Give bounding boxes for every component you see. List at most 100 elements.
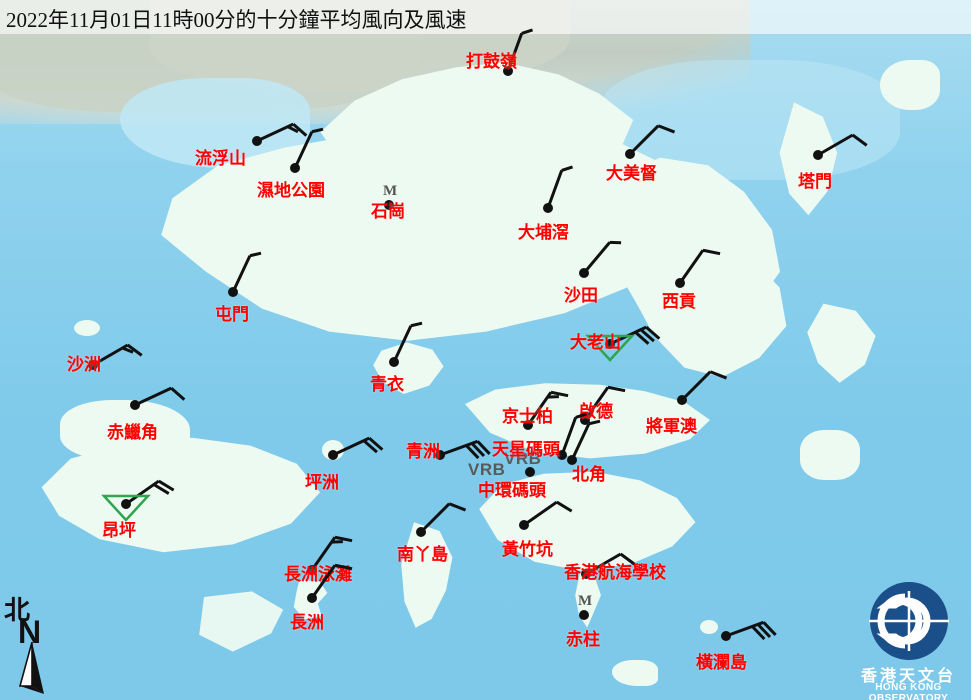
station-label: 青衣 (370, 375, 404, 394)
station-dot (130, 400, 140, 410)
station-dot (88, 360, 98, 370)
land-sha-chau (74, 320, 100, 336)
wind-barb-icon (583, 385, 626, 421)
hko-logo: 香港天文台 HONG KONG OBSERVATORY (846, 578, 971, 700)
station-label: 沙田 (564, 286, 598, 305)
station-label: 大美督 (606, 164, 657, 183)
station-label: 打鼓嶺 (466, 52, 517, 71)
wind-barb-icon (310, 563, 353, 599)
station-dot (525, 467, 535, 477)
station-dot (307, 565, 317, 575)
station-label: 赤鱲角 (107, 423, 158, 442)
station-dot (307, 593, 317, 603)
page-title: 2022年11月01日11時00分的十分鐘平均風向及風速 (6, 8, 467, 32)
station-label: 啟德 (579, 402, 613, 421)
station-dot (677, 395, 687, 405)
station-label: 京士柏 (502, 407, 553, 426)
station-label: 屯門 (215, 305, 249, 324)
variable-wind-marker: VRB (468, 460, 506, 479)
gust-triangle-icon (585, 334, 635, 362)
wind-barb-icon (332, 436, 384, 457)
wind-barb-icon (125, 479, 175, 506)
station-dot (252, 136, 262, 146)
station-dot (579, 268, 589, 278)
land-tung-ping-chau (880, 60, 940, 110)
logo-swirl-icon (869, 591, 949, 651)
station-label: 中環碼頭 (478, 481, 546, 500)
logo-text-en: HONG KONG OBSERVATORY (868, 682, 949, 700)
station-label: 長洲 (290, 613, 324, 632)
variable-wind-marker: VRB (504, 449, 542, 468)
station-label: 流浮山 (195, 149, 246, 168)
station-label: 沙洲 (67, 355, 101, 374)
station-dot (384, 200, 394, 210)
station-label: 黃竹坑 (502, 540, 553, 559)
station-dot (228, 287, 238, 297)
station-label: 西貢 (662, 292, 696, 311)
station-label: 橫瀾島 (696, 653, 747, 672)
wind-barb-icon (231, 251, 262, 293)
station-label: 大老山 (570, 333, 621, 352)
compass-north-cn: 北 (4, 596, 31, 625)
logo-text-cn: 香港天文台 (860, 668, 956, 685)
wind-barb-icon (419, 502, 467, 534)
land-se-island (800, 430, 860, 480)
station-label: 南丫島 (397, 545, 448, 564)
station-dot (581, 569, 591, 579)
station-dot (721, 631, 731, 641)
station-label: 香港航海學校 (564, 563, 666, 582)
wind-barb-icon (628, 124, 676, 156)
wind-barb-icon (523, 500, 573, 527)
wind-barb-icon (506, 28, 533, 72)
station-label: 北角 (572, 465, 606, 484)
station-dot (519, 520, 529, 530)
wind-barb-icon (560, 412, 587, 456)
station-dot (567, 455, 577, 465)
compass-needle-icon (18, 642, 44, 694)
wind-barb-icon (585, 552, 636, 576)
station-dot (389, 357, 399, 367)
station-dot (625, 149, 635, 159)
wind-barb-icon (725, 620, 777, 641)
title-bar: 2022年11月01日11時00分的十分鐘平均風向及風速 (0, 0, 971, 34)
compass-north-en: N (18, 614, 42, 650)
station-dot (579, 610, 589, 620)
station-dot (523, 420, 533, 430)
station-dot (557, 450, 567, 460)
station-dot (290, 163, 300, 173)
station-dot (503, 66, 513, 76)
station-label: 天星碼頭 (492, 440, 560, 459)
wind-barb-icon (680, 370, 728, 402)
station-dot (435, 450, 445, 460)
station-label: 長洲泳灘 (284, 565, 352, 584)
station-dot (675, 278, 685, 288)
wind-barb-icon (293, 127, 324, 169)
land-waglan (700, 620, 718, 634)
station-dot (543, 203, 553, 213)
wind-barb-icon (526, 390, 569, 426)
wind-barb-icon (570, 419, 601, 461)
station-label: 塔門 (798, 172, 832, 191)
station-label: 將軍澳 (646, 417, 697, 436)
missing-data-marker: M (578, 593, 593, 609)
station-dot (580, 415, 590, 425)
wind-barb-icon (439, 439, 491, 460)
station-dot (328, 450, 338, 460)
missing-data-marker: M (383, 183, 398, 199)
station-label: 石崗 (371, 202, 405, 221)
wind-barb-icon (817, 133, 868, 157)
wind-barb-icon (678, 248, 721, 284)
wind-barb-icon (310, 535, 353, 571)
land-po-toi (612, 660, 658, 686)
station-label: 昂坪 (102, 521, 136, 540)
wind-barb-icon (392, 321, 423, 363)
wind-barb-icon (256, 122, 308, 143)
station-label: 大埔滘 (518, 223, 569, 242)
station-label: 坪洲 (305, 473, 339, 492)
wind-barb-icon (582, 240, 622, 274)
station-dot (121, 499, 131, 509)
wind-barb-icon (546, 165, 573, 209)
gust-triangle-icon (101, 494, 151, 522)
station-label: 青洲 (406, 442, 440, 461)
